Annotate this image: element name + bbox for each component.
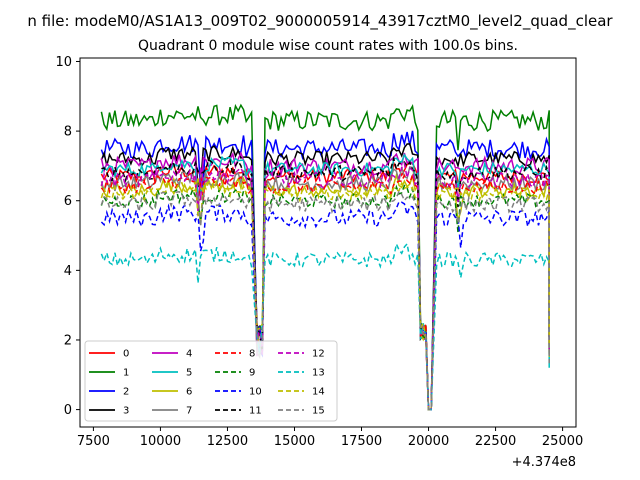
legend-label-10: 10	[249, 387, 262, 398]
legend-label-0: 0	[123, 349, 129, 360]
y-tick-label: 6	[64, 194, 72, 209]
legend-label-9: 9	[249, 368, 255, 379]
chart-title: Quadrant 0 module wise count rates with …	[138, 38, 518, 54]
legend-label-14: 14	[312, 387, 325, 398]
x-tick-label: 7500	[77, 434, 110, 449]
plot-frame	[79, 57, 577, 428]
series-line-5	[100, 153, 550, 411]
y-axis: 0 2 4 6 8 10	[55, 55, 80, 418]
x-tick-label: 10000	[140, 434, 181, 449]
y-tick-label: 10	[55, 55, 72, 70]
legend-label-1: 1	[123, 368, 129, 379]
legend-label-3: 3	[123, 406, 129, 417]
series-line-11	[101, 155, 550, 411]
legend-label-5: 5	[186, 368, 192, 379]
legend-box	[84, 340, 338, 422]
series-line-4	[100, 151, 550, 411]
legend-label-11: 11	[249, 406, 262, 417]
legend-label-13: 13	[312, 368, 325, 379]
x-tick-label: 12500	[207, 434, 248, 449]
legend-label-15: 15	[312, 406, 325, 417]
series-line-1	[100, 103, 550, 411]
legend-label-4: 4	[186, 349, 192, 360]
y-tick-label: 8	[64, 125, 72, 140]
chart-suptitle: n file: modeM0/AS1A13_009T02_9000005914_…	[27, 12, 613, 31]
series-line-8	[100, 171, 550, 411]
series-line-12	[100, 161, 550, 411]
x-axis: 7500 10000 12500 15000 17500 20000 22500 25000	[77, 427, 583, 449]
series-line-9	[100, 184, 550, 411]
x-tick-label: 15000	[274, 434, 315, 449]
series-line-14	[100, 179, 550, 411]
legend-label-12: 12	[312, 349, 325, 360]
series-line-13	[100, 241, 550, 411]
x-offset-text: +4.374e8	[512, 455, 576, 470]
y-tick-label: 4	[64, 264, 72, 279]
legend-label-2: 2	[123, 387, 129, 398]
x-tick-label: 25000	[542, 434, 583, 449]
x-tick-label: 20000	[408, 434, 449, 449]
x-tick-label: 22500	[475, 434, 516, 449]
plot-lines	[100, 103, 550, 411]
legend-label-6: 6	[186, 387, 192, 398]
series-line-10	[100, 200, 550, 411]
y-tick-label: 2	[64, 333, 72, 348]
y-tick-label: 0	[64, 403, 72, 418]
legend-label-8: 8	[249, 349, 255, 360]
x-tick-label: 17500	[341, 434, 382, 449]
legend-label-7: 7	[186, 406, 192, 417]
